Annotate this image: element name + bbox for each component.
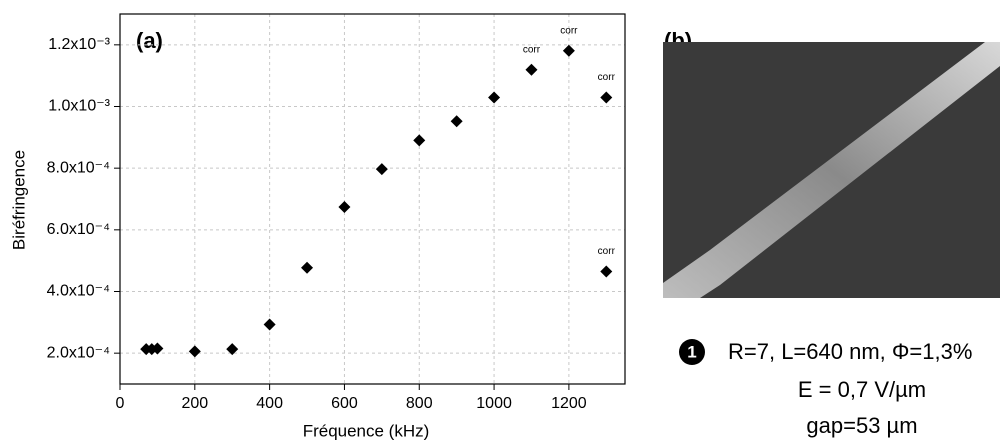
point	[413, 134, 426, 147]
caption-line: R=7, L=640 nm, Φ=1,3%	[728, 339, 972, 364]
x-tick-label: 1200	[551, 395, 587, 412]
point	[188, 345, 201, 358]
marker-circle	[679, 339, 705, 365]
point-label: corr	[598, 246, 616, 257]
point	[600, 265, 613, 278]
marker-number: 1	[687, 342, 696, 361]
y-tick-label: 1.0x10⁻³	[48, 98, 110, 115]
point	[488, 91, 501, 104]
caption-line: gap=53 µm	[806, 413, 917, 438]
x-tick-label: 200	[181, 395, 208, 412]
x-tick-label: 1000	[476, 395, 512, 412]
point	[375, 163, 388, 176]
point	[525, 63, 538, 76]
point	[301, 261, 314, 274]
caption-line: E = 0,7 V/µm	[798, 377, 926, 402]
y-tick-label: 2.0x10⁻⁴	[47, 344, 110, 361]
panel-label: (a)	[136, 28, 163, 53]
point-label: corr	[598, 72, 616, 83]
point	[151, 342, 164, 355]
y-tick-label: 4.0x10⁻⁴	[47, 283, 110, 300]
point	[263, 318, 276, 331]
point-label: corr	[560, 25, 578, 36]
x-axis-label: Fréquence (kHz)	[303, 421, 430, 440]
x-tick-label: 0	[116, 395, 125, 412]
x-tick-label: 800	[406, 395, 433, 412]
point	[338, 201, 351, 214]
y-tick-label: 6.0x10⁻⁴	[47, 221, 110, 238]
image-band	[663, 42, 1000, 298]
point-label: corr	[523, 44, 541, 55]
point	[450, 115, 463, 128]
x-tick-label: 600	[331, 395, 358, 412]
x-tick-label: 400	[256, 395, 283, 412]
y-axis-label: Biréfringence	[9, 150, 28, 250]
point	[600, 91, 613, 104]
point	[226, 343, 239, 356]
plot-frame	[119, 13, 626, 385]
micrograph	[663, 42, 1000, 298]
y-tick-label: 8.0x10⁻⁴	[47, 159, 110, 176]
y-tick-label: 1.2x10⁻³	[48, 36, 110, 53]
point	[562, 44, 575, 57]
